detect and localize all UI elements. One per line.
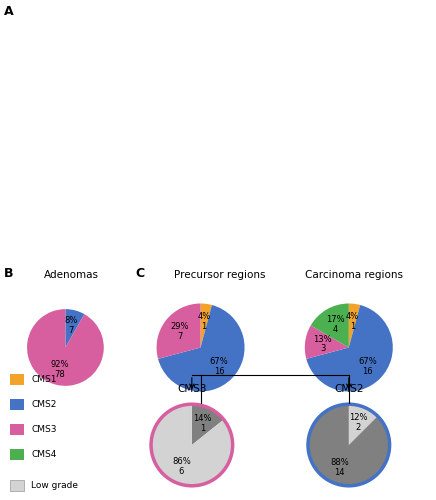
Bar [10, 449, 24, 460]
Text: CMS3: CMS3 [31, 425, 57, 434]
Wedge shape [201, 304, 212, 348]
Text: 13%
3: 13% 3 [313, 334, 332, 353]
Text: C: C [135, 267, 144, 280]
Text: 14%
1: 14% 1 [193, 414, 211, 432]
Text: Low grade: Low grade [31, 481, 78, 490]
Text: 8%
7: 8% 7 [65, 316, 78, 334]
Title: CMS2: CMS2 [334, 384, 364, 394]
Wedge shape [157, 304, 201, 359]
Wedge shape [305, 326, 349, 359]
Bar [10, 480, 24, 491]
Text: CMS4: CMS4 [31, 450, 57, 459]
Wedge shape [192, 405, 223, 445]
Wedge shape [65, 309, 85, 348]
Text: Adenomas: Adenomas [44, 270, 99, 280]
Wedge shape [307, 305, 393, 392]
Text: CMS2: CMS2 [31, 400, 57, 409]
Text: Carcinoma regions: Carcinoma regions [305, 270, 403, 280]
Wedge shape [349, 304, 360, 348]
Wedge shape [158, 305, 245, 392]
Text: 4%
1: 4% 1 [198, 312, 211, 330]
Text: A: A [4, 5, 14, 18]
Text: 12%
2: 12% 2 [349, 414, 367, 432]
Wedge shape [311, 304, 349, 348]
Text: 29%
7: 29% 7 [170, 322, 189, 341]
Text: 67%
16: 67% 16 [210, 357, 228, 376]
Wedge shape [27, 309, 104, 386]
Text: 4%
1: 4% 1 [346, 312, 359, 330]
Text: 92%
78: 92% 78 [50, 360, 69, 379]
Text: Precursor regions: Precursor regions [174, 270, 266, 280]
Bar [10, 399, 24, 410]
Text: 67%
16: 67% 16 [358, 357, 377, 376]
Bar [10, 374, 24, 385]
Text: CMS1: CMS1 [31, 375, 57, 384]
Text: 17%
4: 17% 4 [326, 316, 345, 334]
Text: B: B [4, 267, 14, 280]
Text: 88%
14: 88% 14 [330, 458, 349, 476]
Text: 86%
6: 86% 6 [172, 458, 191, 476]
Bar [10, 424, 24, 435]
Wedge shape [349, 405, 377, 445]
Title: CMS3: CMS3 [177, 384, 207, 394]
Wedge shape [309, 405, 389, 485]
Wedge shape [152, 405, 232, 485]
